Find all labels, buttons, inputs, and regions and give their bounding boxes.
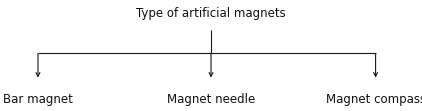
Text: Magnet needle: Magnet needle [167,93,255,106]
Text: Magnet compass: Magnet compass [325,93,422,106]
Text: Bar magnet: Bar magnet [3,93,73,106]
Text: Type of artificial magnets: Type of artificial magnets [136,7,286,20]
